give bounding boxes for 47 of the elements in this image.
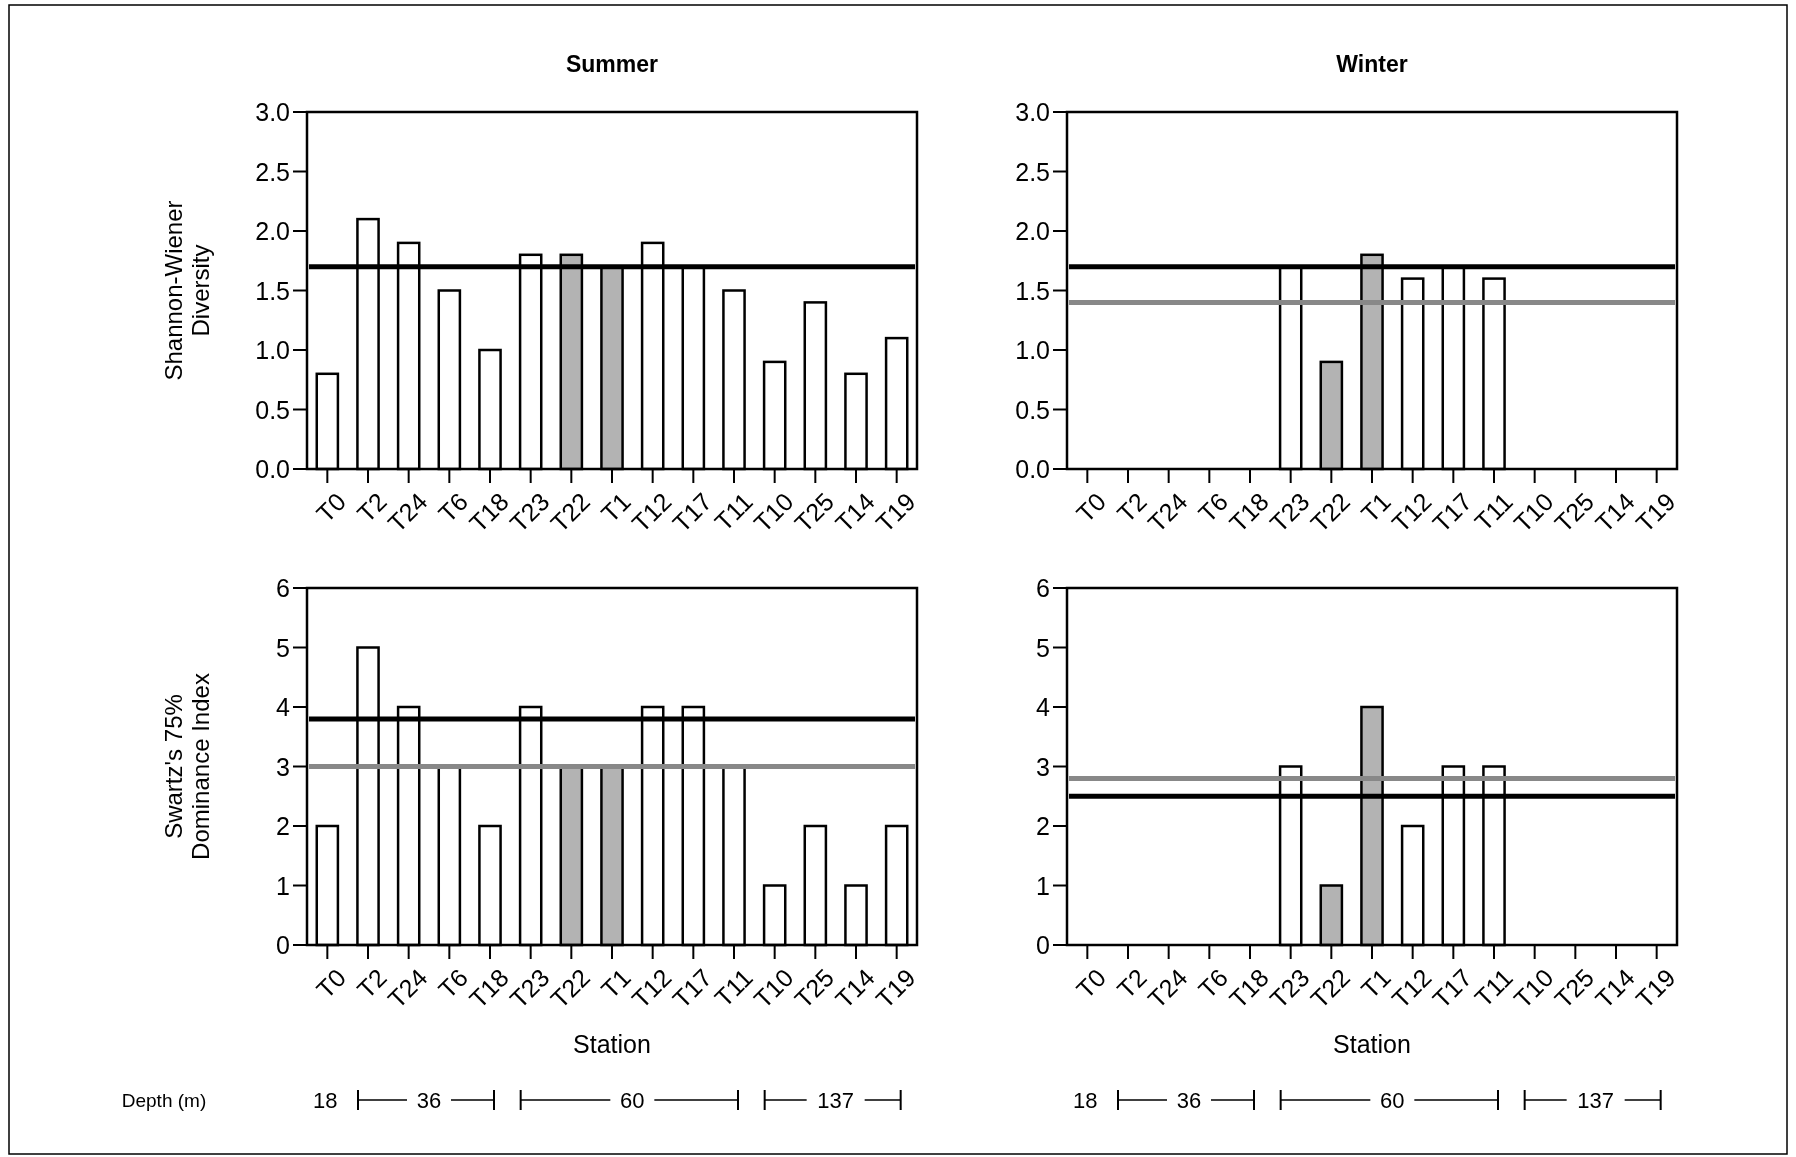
y-tick-label: 1 (1036, 871, 1050, 900)
y-tick-label: 2 (276, 812, 290, 840)
y-tick-label: 3 (276, 752, 290, 781)
y-axis-title: Shannon-Wiener Diversity (160, 200, 214, 381)
y-tick-label: 1 (276, 871, 290, 900)
y-tick-label: 0 (1036, 931, 1050, 959)
y-tick-label: 6 (1036, 574, 1050, 602)
y-tick-label: 5 (1036, 633, 1050, 662)
text: Depth (m) (121, 1089, 207, 1111)
x-axis-title: Station (1333, 1030, 1411, 1058)
text: 36 (416, 1087, 442, 1113)
chart-title: Summer (565, 51, 659, 77)
x-tick-label: T0 (310, 963, 352, 1004)
y-tick-label: 2 (1036, 812, 1050, 840)
text: 60 (1380, 1087, 1405, 1113)
y-tick-label: 2.5 (255, 157, 290, 186)
y-tick-label: 5 (276, 633, 290, 662)
y-tick-label: 3.0 (1015, 98, 1050, 126)
text: 137 (1577, 1087, 1615, 1113)
x-axis-title: Station (573, 1030, 651, 1058)
y-tick-label: 3.0 (255, 98, 290, 126)
y-tick-label: 1.5 (1015, 276, 1050, 305)
chart-title: Winter (1336, 51, 1408, 77)
y-tick-label: 1.5 (255, 276, 290, 305)
y-tick-label: 0 (276, 931, 290, 959)
y-tick-label: 4 (1036, 693, 1051, 721)
x-tick-label: T0 (310, 487, 352, 528)
text: 18 (1073, 1087, 1098, 1113)
y-tick-label: 2.0 (255, 217, 290, 245)
text: 60 (620, 1087, 645, 1113)
y-tick-label: 0.0 (255, 455, 290, 483)
text: 36 (1176, 1087, 1202, 1113)
x-tick-label: T0 (1070, 963, 1112, 1004)
y-tick-label: 0.5 (1015, 395, 1050, 424)
y-tick-label: 2.0 (1015, 217, 1050, 245)
y-tick-label: 2.5 (1015, 157, 1050, 186)
y-tick-label: 0.0 (1015, 455, 1050, 483)
y-tick-label: 0.5 (255, 395, 290, 424)
x-tick-label: T0 (1070, 487, 1112, 528)
text: 18 (313, 1087, 338, 1113)
y-tick-label: 4 (276, 693, 291, 721)
y-tick-label: 3 (1036, 752, 1050, 781)
y-tick-label: 1.0 (1015, 336, 1050, 364)
y-axis-title: Swartz's 75% Dominance Index (160, 673, 214, 860)
y-tick-label: 1.0 (255, 336, 290, 364)
y-tick-label: 6 (276, 574, 290, 602)
text: 137 (817, 1087, 855, 1113)
